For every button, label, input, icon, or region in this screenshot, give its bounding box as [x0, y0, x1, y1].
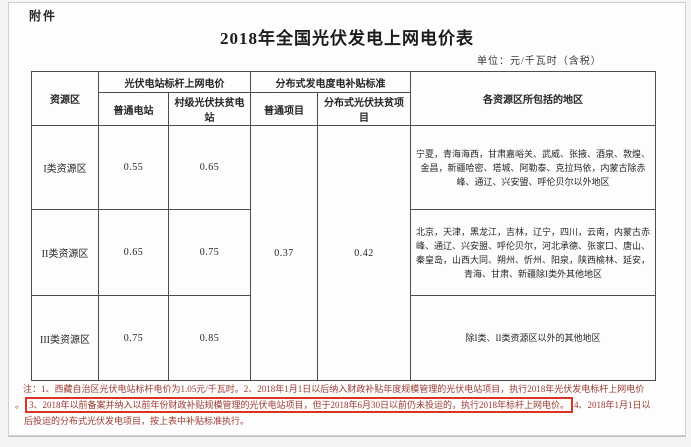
table-row-zone-1: I类资源区 0.55 0.65 0.37 0.42 宁夏，青海海西，甘肃嘉峪关、… [31, 125, 656, 381]
table-row-zone-2: II类资源区 0.65 0.75 北京，天津，黑龙江，吉林，辽宁，四川，云南，内… [31, 209, 656, 296]
cell-village-poverty-station-2: 0.75 [168, 209, 251, 296]
table-row-zone-3: III类资源区 0.75 0.85 除I类、II类资源区以外的其他地区 [31, 295, 656, 381]
footnote-line-2-prefix: 。 [15, 399, 25, 410]
cell-ordinary-project-subsidy: 0.37 [250, 125, 318, 381]
cell-ordinary-station-3: 0.75 [98, 295, 169, 381]
cell-regions-2: 北京，天津，黑龙江，吉林，辽宁，四川，云南，内蒙古赤峰、通辽、兴安盟、呼伦贝尔，… [410, 209, 656, 296]
cell-distributed-poverty-subsidy: 0.42 [317, 125, 411, 381]
cell-ordinary-station-1: 0.55 [98, 125, 169, 210]
page-title: 2018年全国光伏发电上网电价表 [220, 29, 474, 48]
cell-regions-3: 除I类、II类资源区以外的其他地区 [410, 295, 656, 381]
tariff-table: 资源区 光伏电站标杆上网电价 分布式发电度电补贴标准 各资源区所包括的地区 普通… [31, 71, 656, 381]
page-bottom-edge [9, 436, 685, 437]
header-village-poverty-station: 村级光伏扶贫电站 [168, 92, 251, 126]
cell-zone-1: I类资源区 [31, 125, 99, 210]
footnote-line-3: 后投运的分布式光伏发电项目，按上表中补贴标准执行。 [24, 415, 250, 426]
footnote: 注：1、西藏自治区光伏电站标杆电价为1.05元/千瓦时。2、2018年1月1日以… [15, 383, 679, 428]
header-benchmark-group: 光伏电站标杆上网电价 [98, 71, 251, 93]
footnote-highlight-box: 3、2018年以前备案并纳入以前年份财政补贴规模管理的光伏电站项目，但于2018… [25, 396, 574, 413]
header-regions: 各资源区所包括的地区 [410, 71, 656, 126]
document-page: 附件 2018年全国光伏发电上网电价表 单位：元/千瓦时（含税） 资源区 光伏电… [8, 2, 686, 437]
cell-regions-1: 宁夏，青海海西，甘肃嘉峪关、武威、张掖、酒泉、敦煌、金昌，新疆哈密、塔城、阿勒泰… [410, 125, 656, 210]
cell-zone-2: II类资源区 [31, 209, 99, 296]
cell-zone-3: III类资源区 [31, 295, 99, 381]
footnote-line-1: 注：1、西藏自治区光伏电站标杆电价为1.05元/千瓦时。2、2018年1月1日以… [23, 384, 645, 394]
cell-ordinary-station-2: 0.65 [98, 209, 169, 296]
header-distributed-poverty-project: 分布式光伏扶贫项目 [317, 92, 411, 126]
cell-village-poverty-station-3: 0.85 [168, 295, 251, 381]
header-distributed-group: 分布式发电度电补贴标准 [250, 71, 411, 93]
tariff-table-container: 资源区 光伏电站标杆上网电价 分布式发电度电补贴标准 各资源区所包括的地区 普通… [31, 71, 656, 381]
footnote-line-2: 。 3、2018年以前备案并纳入以前年份财政补贴规模管理的光伏电站项目，但于201… [15, 396, 679, 413]
header-ordinary-station: 普通电站 [98, 92, 169, 126]
header-zone: 资源区 [31, 71, 99, 126]
header-ordinary-project: 普通项目 [250, 92, 318, 126]
unit-note: 单位：元/千瓦时（含税） [477, 56, 602, 67]
attachment-label: 附件 [29, 9, 58, 23]
footnote-line-2-suffix: 4、2018年1月1日以 [574, 399, 651, 410]
cell-village-poverty-station-1: 0.65 [168, 125, 251, 210]
